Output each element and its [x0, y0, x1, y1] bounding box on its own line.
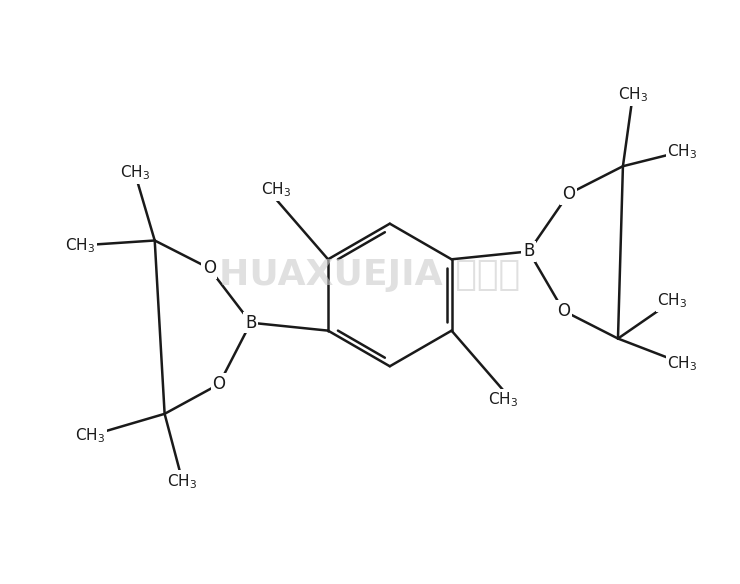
Text: CH$_3$: CH$_3$ — [488, 391, 518, 409]
Text: B: B — [523, 242, 534, 260]
Text: CH$_3$: CH$_3$ — [657, 291, 687, 310]
Text: O: O — [557, 302, 570, 320]
Text: CH$_3$: CH$_3$ — [167, 472, 198, 491]
Text: CH$_3$: CH$_3$ — [667, 354, 697, 373]
Text: O: O — [212, 375, 226, 393]
Text: B: B — [245, 314, 257, 332]
Text: CH$_3$: CH$_3$ — [65, 236, 95, 255]
Text: CH$_3$: CH$_3$ — [261, 180, 292, 199]
Text: CH$_3$: CH$_3$ — [75, 426, 105, 445]
Text: O: O — [203, 259, 215, 277]
Text: HUAXUEJIA 化学加: HUAXUEJIA 化学加 — [220, 258, 520, 292]
Text: O: O — [562, 185, 575, 203]
Text: CH$_3$: CH$_3$ — [618, 85, 648, 104]
Text: CH$_3$: CH$_3$ — [120, 164, 150, 182]
Text: CH$_3$: CH$_3$ — [667, 142, 697, 161]
